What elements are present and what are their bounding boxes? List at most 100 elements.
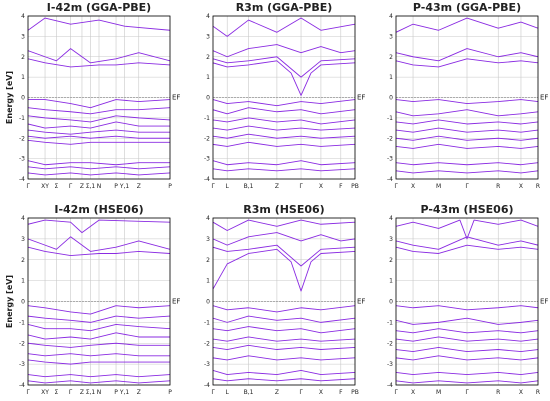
bands-group	[28, 219, 170, 384]
panel-frame	[212, 15, 356, 180]
y-tick-label: -2	[387, 340, 393, 347]
y-tick-label: -3	[19, 361, 25, 368]
y-tick-label: 1	[389, 278, 393, 285]
y-tick-label: -3	[204, 156, 210, 163]
band-line	[28, 246, 170, 257]
band-line	[28, 48, 170, 64]
y-tick-label: 0	[389, 95, 393, 102]
band-line	[213, 17, 355, 37]
y-axis-label: Energy [eV]	[5, 275, 14, 328]
x-tick-label: R	[536, 183, 540, 190]
y-tick-label: 4	[389, 13, 393, 20]
x-tick-label: X	[411, 389, 415, 396]
y-tick-label: -2	[19, 135, 25, 142]
band-line	[28, 374, 170, 378]
y-axis-label: Energy [eV]	[5, 71, 14, 124]
band-line	[396, 143, 538, 149]
band-line	[396, 346, 538, 353]
band-line	[28, 315, 170, 323]
band-line	[396, 328, 538, 334]
y-tick-label: 3	[389, 33, 393, 40]
y-tick-label: 2	[206, 257, 210, 264]
y-tick-label: 4	[21, 215, 25, 222]
x-tick-label: Σ,1	[86, 183, 96, 190]
band-line	[396, 58, 538, 68]
y-tick-label: -4	[387, 382, 393, 389]
y-tick-label: -2	[204, 340, 210, 347]
band-line	[28, 359, 170, 365]
x-tick-label: X	[319, 389, 323, 396]
x-tick-label: X	[319, 183, 323, 190]
bands-group	[213, 17, 355, 172]
panel-frame	[395, 15, 539, 180]
panel-title: R3m (GGA-PBE)	[236, 1, 333, 14]
x-tick-label: Γ	[26, 183, 30, 190]
x-tick-label: Γ	[211, 183, 215, 190]
x-tick-label: Γ	[465, 389, 469, 396]
band-line	[396, 219, 538, 240]
band-line	[28, 380, 170, 384]
x-tick-label: Z	[275, 183, 279, 190]
panel-frame	[27, 217, 171, 386]
x-tick-label: Y,1	[119, 389, 130, 396]
x-tick-label: B,1	[244, 183, 254, 190]
band-line	[213, 99, 355, 107]
x-tick-label: R	[496, 183, 500, 190]
band-line	[213, 44, 355, 58]
y-tick-label: 4	[389, 215, 393, 222]
y-tick-label: -1	[387, 115, 393, 122]
band-line	[396, 170, 538, 174]
x-tick-label: Γ	[69, 389, 73, 396]
x-tick-label: PB	[351, 183, 359, 190]
fermi-level-label: EF	[172, 94, 180, 102]
band-line	[28, 58, 170, 68]
band-line	[396, 380, 538, 384]
band-line	[213, 369, 355, 376]
band-line	[396, 127, 538, 133]
band-line	[213, 133, 355, 139]
band-line	[396, 119, 538, 125]
x-tick-label: Γ	[299, 183, 303, 190]
x-tick-label: N	[97, 389, 102, 396]
band-line	[213, 117, 355, 125]
band-line	[28, 236, 170, 252]
x-tick-label: P	[114, 183, 118, 190]
band-line	[28, 107, 170, 115]
band-line	[28, 121, 170, 129]
band-line	[213, 244, 355, 267]
y-tick-label: -3	[387, 361, 393, 368]
band-line	[28, 135, 170, 139]
y-tick-label: 4	[206, 215, 210, 222]
bands-group	[28, 17, 170, 176]
band-line	[213, 232, 355, 246]
band-line	[28, 166, 170, 170]
x-tick-label: B,1	[244, 389, 254, 396]
y-tick-label: -4	[19, 176, 25, 183]
y-tick-label: -2	[204, 135, 210, 142]
band-line	[396, 317, 538, 325]
band-line	[28, 324, 170, 332]
band-line	[396, 244, 538, 254]
x-tick-label: N	[97, 183, 102, 190]
band-line	[396, 236, 538, 250]
x-tick-label: Z	[137, 183, 141, 190]
band-line	[396, 48, 538, 62]
panel-title: P-43m (HSE06)	[420, 203, 513, 216]
y-tick-label: -4	[204, 382, 210, 389]
band-line	[396, 305, 538, 311]
band-line	[396, 162, 538, 166]
y-tick-label: -3	[204, 361, 210, 368]
x-tick-label: P	[114, 389, 118, 396]
x-tick-label: Σ,1	[86, 389, 96, 396]
x-tick-label: XY	[41, 389, 49, 396]
x-tick-label: Z	[80, 389, 84, 396]
y-tick-label: 0	[21, 95, 25, 102]
y-tick-label: 3	[21, 33, 25, 40]
x-tick-label: X	[411, 183, 415, 190]
x-tick-label: Y,1	[119, 183, 130, 190]
band-line	[213, 305, 355, 313]
